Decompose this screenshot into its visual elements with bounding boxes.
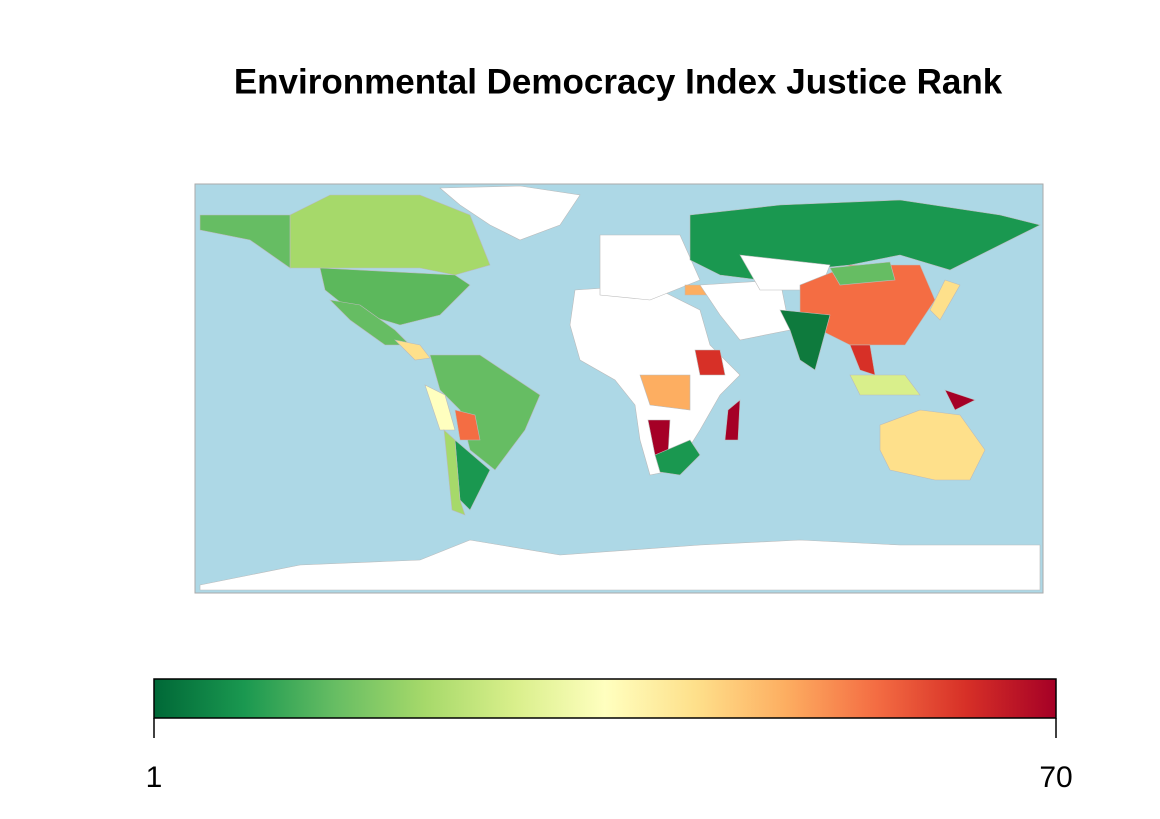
greenland: [439, 185, 581, 241]
mongolia: [829, 261, 896, 286]
bolivia: [454, 409, 481, 441]
colorbar-axis: 1 70: [146, 718, 1073, 794]
alaska: [199, 214, 291, 269]
colorbar: [153, 678, 1057, 719]
australia: [879, 409, 986, 481]
central-america: [394, 339, 431, 361]
canada: [289, 194, 491, 276]
japan: [929, 279, 961, 321]
papua-new-guinea: [944, 389, 976, 411]
south-africa: [654, 439, 701, 476]
brazil: [429, 354, 541, 471]
antarctica: [199, 539, 1041, 591]
indonesia: [849, 374, 921, 396]
congo: [639, 374, 691, 411]
chile: [443, 429, 466, 516]
europe: [599, 234, 701, 301]
map: [194, 183, 1044, 594]
chart-title: Environmental Democracy Index Justice Ra…: [234, 62, 1003, 101]
madagascar: [724, 399, 741, 441]
india: [779, 309, 831, 371]
peru: [424, 384, 456, 431]
tick-label: 70: [1039, 761, 1072, 794]
ethiopia: [694, 349, 726, 376]
tick-label: 1: [146, 761, 163, 794]
